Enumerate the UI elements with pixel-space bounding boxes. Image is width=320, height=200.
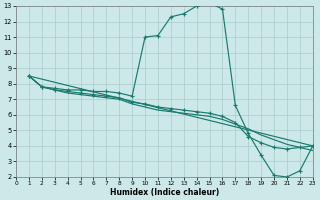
X-axis label: Humidex (Indice chaleur): Humidex (Indice chaleur) [110,188,219,197]
